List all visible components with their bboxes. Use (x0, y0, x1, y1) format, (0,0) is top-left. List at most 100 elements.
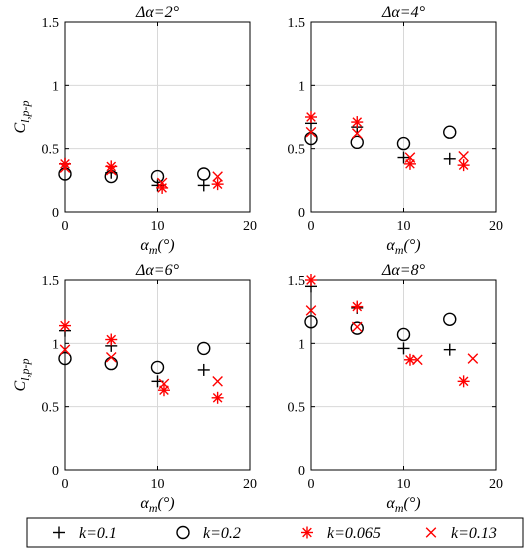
data-point-plus (443, 343, 456, 356)
data-point-cross (156, 177, 168, 189)
x-tick-label: 20 (243, 477, 257, 492)
legend-entry: k=0.13 (451, 525, 497, 542)
data-point-circle (150, 360, 165, 375)
x-axis-label: αm(°) (386, 495, 420, 515)
panel-title: Δα=4° (381, 4, 426, 21)
y-tick-label: 1 (298, 337, 305, 352)
data-point-cross (59, 344, 71, 355)
data-point-cross (351, 321, 363, 333)
data-point-circle (197, 341, 211, 356)
data-point-asterisk (457, 159, 470, 172)
data-point-circle (197, 167, 211, 181)
data-point-asterisk (305, 274, 317, 286)
legend-entry: k=0.065 (327, 525, 381, 542)
data-point-plus (197, 179, 210, 192)
data-point-circle (443, 312, 457, 326)
x-tick-label: 0 (308, 219, 315, 234)
y-tick-label: 0.5 (288, 143, 306, 158)
y-tick-label: 1 (52, 337, 59, 352)
legend-marker-cross (425, 527, 437, 538)
data-point-circle (396, 327, 411, 342)
x-axis-label: αm(°) (140, 495, 174, 515)
data-point-plus (397, 151, 410, 164)
data-point-cross (59, 162, 71, 173)
y-tick-label: 1.5 (288, 16, 306, 31)
legend-marker-circle (176, 525, 190, 540)
data-point-asterisk (211, 391, 224, 404)
data-point-circle (350, 321, 364, 335)
panel-title: Δα=2° (135, 4, 180, 21)
data-point-cross (305, 305, 317, 316)
x-tick-label: 10 (151, 477, 165, 492)
x-tick-label: 10 (151, 219, 165, 234)
data-point-plus (397, 342, 410, 355)
data-point-circle (150, 169, 165, 184)
legend-entry: k=0.2 (203, 525, 241, 542)
data-point-circle (350, 135, 364, 150)
data-point-cross (412, 354, 423, 366)
data-point-plus (197, 363, 210, 376)
x-tick-label: 20 (243, 219, 257, 234)
data-point-cross (212, 171, 223, 182)
legend: k=0.1 k=0.2 k=0.065 k=0.13 (26, 517, 524, 548)
data-point-asterisk (305, 111, 317, 123)
y-tick-label: 1 (298, 79, 305, 94)
data-point-cross (458, 150, 469, 162)
data-point-circle (58, 351, 72, 366)
data-point-cross (351, 128, 363, 139)
legend-marker-asterisk (301, 526, 313, 539)
data-point-plus (443, 152, 456, 165)
x-axis-label: αm(°) (386, 237, 420, 257)
data-point-asterisk (59, 319, 71, 332)
data-point-circle (104, 356, 118, 371)
data-point-cross (305, 126, 317, 138)
panel-title: Δα=6° (135, 262, 180, 279)
data-point-asterisk (211, 178, 224, 191)
legend-entry: k=0.1 (79, 525, 117, 542)
x-tick-label: 0 (308, 477, 315, 492)
data-point-circle (396, 136, 411, 151)
data-point-circle (304, 315, 318, 329)
panel-1: 0 10 20 0 0.5 1 1.5 Δα=2° αm(°) Cl,p-p (12, 4, 257, 257)
legend-box (26, 517, 524, 548)
data-point-cross (105, 351, 117, 363)
data-point-asterisk (351, 116, 364, 129)
x-tick-label: 0 (62, 219, 69, 234)
data-point-asterisk (457, 375, 470, 388)
x-tick-label: 20 (489, 477, 503, 492)
y-axis-label: Cl,p-p (12, 100, 32, 133)
y-tick-label: 1 (52, 79, 59, 94)
data-point-cross (212, 376, 223, 387)
panel-2: 0 10 20 0 0.5 1 1.5 Δα=4° αm(°) (288, 4, 504, 257)
panel-3: 0 10 20 0 0.5 1 1.5 Δα=6° αm(°) Cl,p-p (12, 262, 257, 515)
y-tick-label: 0.5 (288, 401, 306, 416)
x-tick-label: 0 (62, 477, 69, 492)
y-tick-label: 1.5 (42, 274, 60, 289)
data-point-asterisk (403, 157, 416, 170)
y-tick-label: 0.5 (42, 143, 60, 158)
y-axis-label: Cl,p-p (12, 358, 32, 391)
x-axis-label: αm(°) (140, 237, 174, 257)
data-point-cross (467, 353, 479, 364)
data-point-circle (443, 125, 457, 139)
y-tick-label: 0 (298, 206, 305, 221)
y-tick-label: 1.5 (42, 16, 60, 31)
y-tick-label: 0 (298, 464, 305, 479)
data-point-cross (404, 152, 416, 163)
x-tick-label: 20 (489, 219, 503, 234)
y-tick-label: 0.5 (42, 401, 60, 416)
y-tick-label: 0 (52, 206, 59, 221)
data-point-cross (105, 164, 117, 176)
y-tick-label: 0 (52, 464, 59, 479)
y-tick-label: 1.5 (288, 274, 306, 289)
data-point-asterisk (157, 384, 170, 397)
legend-marker-plus (53, 526, 65, 539)
data-point-asterisk (351, 300, 364, 313)
x-tick-label: 10 (397, 219, 411, 234)
panel-4: 0 10 20 0 0.5 1 1.5 Δα=8° αm(°) (288, 262, 504, 515)
data-point-cross (158, 378, 170, 390)
data-point-asterisk (105, 333, 118, 346)
x-tick-label: 10 (397, 477, 411, 492)
panel-title: Δα=8° (381, 262, 426, 279)
